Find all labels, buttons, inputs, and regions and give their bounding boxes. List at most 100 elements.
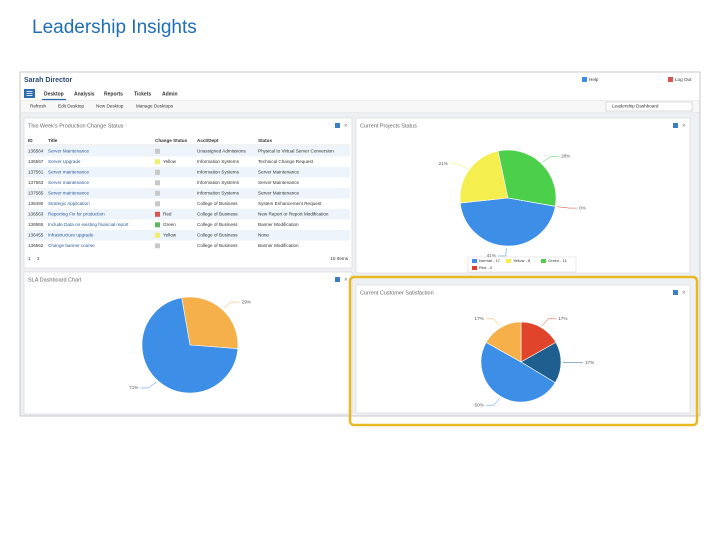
table-cell: 136455 (28, 233, 44, 238)
slice-label: 41% (487, 253, 496, 258)
panel-close[interactable]: × (344, 278, 348, 284)
highlight-box (348, 275, 699, 427)
panel-title: SLA Dashboard Chart (28, 277, 82, 283)
legend-label: Red - 0 (479, 265, 493, 270)
tab[interactable]: Analysis (74, 91, 95, 97)
table-cell: Server Maintenance (48, 149, 90, 154)
page-link[interactable]: 2 (37, 256, 40, 261)
status-chip (155, 243, 160, 249)
table-cell: 137561 (28, 170, 44, 175)
slice-label: 17% (558, 316, 567, 321)
leader-line (449, 163, 468, 169)
table-cell: Server maintenance (48, 170, 90, 175)
status-chip (155, 169, 160, 175)
status-chip (155, 180, 160, 186)
table-row[interactable] (26, 146, 350, 157)
table-cell: Red (163, 212, 172, 217)
desktop-select[interactable] (605, 101, 693, 112)
table-cell: Include Data on existing financial repor… (48, 222, 129, 227)
tab[interactable]: Admin (162, 91, 178, 97)
user-name[interactable]: Sarah Director (24, 77, 73, 84)
tab[interactable]: Desktop (44, 91, 64, 97)
status-chip (155, 148, 160, 154)
slice-label: 0% (579, 205, 586, 210)
pie-slice (459, 197, 556, 247)
panel-title: Current Projects Status (360, 123, 417, 129)
panel-settings[interactable] (335, 123, 340, 128)
panel-close[interactable]: × (682, 291, 686, 297)
table-row[interactable] (26, 230, 350, 241)
legend-swatch (541, 259, 546, 263)
table-cell: Green (163, 222, 176, 227)
table-cell: Infrastructure upgrade (48, 233, 94, 238)
table-row[interactable] (26, 156, 350, 168)
pie-slice (181, 296, 239, 350)
pie-slice (485, 321, 522, 363)
status-chip (155, 190, 160, 196)
column-header: ID (28, 138, 33, 143)
toolbar-action[interactable]: New Desktop (96, 104, 124, 109)
table-row[interactable] (26, 240, 350, 252)
table-cell: Server Maintenance (258, 191, 300, 196)
pie-slice (459, 150, 509, 204)
table-cell: Banner Modification (258, 222, 299, 227)
table-cell: System Enhancement Request (258, 201, 322, 206)
table-row[interactable] (26, 177, 350, 189)
pie-slice (520, 321, 557, 363)
slice-label: 28% (561, 153, 570, 158)
tab[interactable]: Tickets (134, 91, 151, 97)
pie-slice (480, 341, 556, 403)
table-row[interactable] (26, 198, 350, 210)
table-cell: Information Systems (197, 191, 240, 196)
legend-label: Green - 11 (548, 258, 568, 263)
table-row[interactable] (26, 209, 350, 220)
table-cell: Unassigned Admissions (197, 149, 246, 154)
table-cell: Strategic Application (48, 201, 90, 206)
toolbar-action[interactable]: Edit Desktop (58, 104, 84, 109)
toolbar-action[interactable]: Refresh (30, 104, 47, 109)
leader-line (485, 398, 500, 406)
panel-settings[interactable] (673, 123, 678, 128)
status-chip (155, 222, 160, 228)
desktop-select-label: Leadership Dashboard (612, 104, 659, 109)
table-cell: 136563 (28, 212, 44, 217)
legend-label: Normal - 17 (479, 258, 501, 263)
table-cell: Server Maintenance (258, 170, 300, 175)
column-header: Acct/Dept (197, 138, 219, 143)
table-row[interactable] (26, 188, 350, 199)
table-row[interactable] (26, 167, 350, 178)
header-link[interactable]: Log Out (675, 77, 692, 82)
column-header: Title (48, 138, 58, 143)
table-cell: Yellow (163, 233, 177, 238)
panel-close[interactable]: × (682, 124, 686, 130)
toolbar-action[interactable]: Manage Desktops (136, 104, 174, 109)
table-cell: Change banner course (48, 243, 95, 248)
table-cell: Reporting Fix for production (48, 212, 105, 217)
panel-settings[interactable] (673, 290, 678, 295)
table-cell: Banner Modification (258, 243, 299, 248)
table-cell: New Report or Report Modification (258, 212, 329, 217)
table-cell: Server maintenance (48, 191, 90, 196)
table-cell: College of Business (197, 233, 238, 238)
pie-slice (520, 341, 562, 384)
panel-settings[interactable] (335, 277, 340, 282)
page-link[interactable]: 1 (28, 256, 31, 261)
leader-line (497, 247, 507, 257)
header-link[interactable]: Help (589, 77, 599, 82)
table-cell: Server Upgrade (48, 159, 81, 164)
table-cell: Information Systems (197, 159, 240, 164)
link-icon (582, 77, 587, 82)
table-cell: 136490 (28, 201, 44, 206)
pie-slice (497, 149, 557, 207)
panel-title: Current Customer Satisfaction (360, 290, 434, 296)
status-chip (155, 232, 160, 238)
table-row[interactable] (26, 219, 350, 231)
table-cell: 136565 (28, 222, 44, 227)
table-cell: College of Business (197, 201, 238, 206)
slice-label: 50% (475, 402, 484, 407)
leader-line (557, 206, 578, 209)
tab[interactable]: Reports (104, 91, 123, 97)
leader-line (542, 156, 560, 163)
panel-close[interactable]: × (344, 124, 348, 130)
